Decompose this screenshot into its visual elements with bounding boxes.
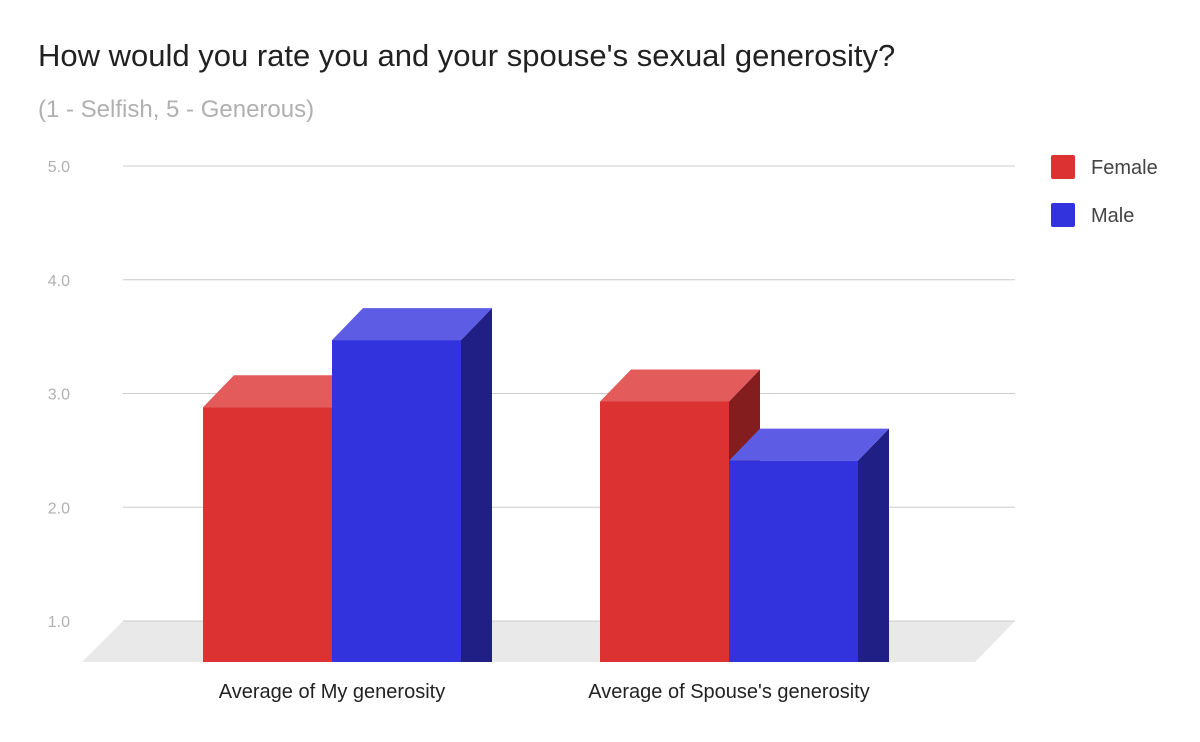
- bar-side: [858, 428, 889, 662]
- x-category-label: Average of My generosity: [219, 681, 445, 703]
- y-tick-label: 1.0: [48, 614, 70, 631]
- chart-title: How would you rate you and your spouse's…: [38, 38, 896, 73]
- bar-side: [461, 308, 492, 662]
- bar-top: [203, 375, 363, 408]
- legend-label: Female: [1091, 157, 1158, 179]
- bar-top: [729, 428, 889, 461]
- bar-top: [332, 308, 492, 341]
- y-tick-label: 3.0: [48, 387, 70, 404]
- bar-male: [729, 460, 858, 662]
- y-tick-label: 4.0: [48, 273, 70, 290]
- chart-subtitle: (1 - Selfish, 5 - Generous): [38, 96, 315, 123]
- bar-female: [600, 401, 729, 662]
- y-tick-label: 2.0: [48, 500, 70, 517]
- bar-top: [600, 369, 760, 402]
- bar-female: [203, 407, 332, 662]
- legend-swatch: [1051, 155, 1075, 179]
- bar-male: [332, 340, 461, 662]
- x-category-label: Average of Spouse's generosity: [588, 681, 869, 703]
- y-tick-label: 5.0: [48, 159, 70, 176]
- legend-swatch: [1051, 203, 1075, 227]
- legend-label: Male: [1091, 205, 1134, 227]
